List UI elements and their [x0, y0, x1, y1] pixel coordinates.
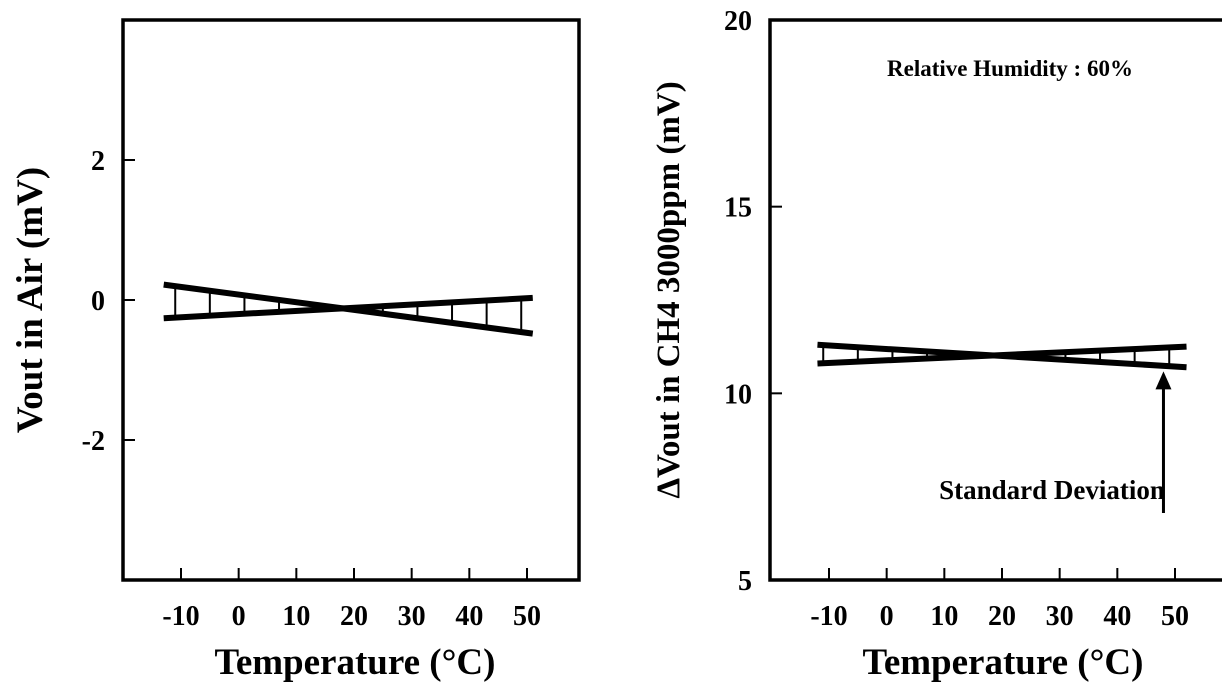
x-tick-label: 10	[930, 601, 958, 632]
x-tick-label: 20	[988, 601, 1016, 632]
x-tick-label: 50	[1161, 601, 1189, 632]
y-axis-label: ΔVout in CH4 3000ppm (mV)	[651, 81, 687, 498]
chart-vout-air: -10 0 10 20 30 40 50 -2 0 2 Temperature (°C) Vou…	[10, 18, 581, 683]
x-tick-label: 20	[340, 601, 368, 632]
y-tick-label: 5	[738, 566, 752, 597]
std-deviation-label: Standard Deviation	[939, 475, 1165, 505]
series-line-2	[163, 294, 533, 322]
y-tick-label: 0	[91, 286, 105, 317]
y-tick-label: 2	[91, 146, 105, 177]
y-tick-label: 20	[724, 6, 752, 37]
x-axis: -10 0 10 20 30 40 50	[810, 568, 1189, 632]
condition-annotation: Relative Humidity : 60%	[887, 56, 1133, 81]
y-tick-label: -2	[82, 426, 105, 457]
x-tick-label: 10	[282, 601, 310, 632]
chart-vout-ch4: -10 0 10 20 30 40 50 5 10 15 20 Relative Humidity…	[651, 6, 1222, 683]
series-lines	[163, 281, 534, 337]
series-lines	[817, 341, 1187, 371]
arrow-head	[1155, 371, 1172, 390]
y-axis-label: Vout in Air (mV)	[10, 167, 51, 433]
x-tick-label: 30	[1046, 601, 1074, 632]
plot-frame	[768, 18, 1222, 582]
x-tick-label: 0	[880, 601, 894, 632]
x-tick-label: 0	[232, 601, 246, 632]
x-axis-label: Temperature (°C)	[863, 642, 1144, 683]
x-tick-label: 40	[455, 601, 483, 632]
series-line-2	[817, 343, 1187, 367]
std-deviation-arrow	[1155, 371, 1172, 513]
x-tick-label: -10	[810, 601, 847, 632]
y-tick-label: 10	[724, 379, 752, 410]
x-axis-label: Temperature (°C)	[215, 642, 496, 683]
x-tick-label: -10	[162, 601, 199, 632]
y-tick-label: 15	[724, 193, 752, 224]
x-tick-label: 40	[1103, 601, 1131, 632]
y-axis: 5 10 15 20	[724, 6, 782, 597]
x-tick-label: 50	[513, 601, 541, 632]
x-tick-label: 30	[398, 601, 426, 632]
x-axis: -10 0 10 20 30 40 50	[162, 568, 541, 632]
y-axis: -2 0 2	[82, 146, 135, 457]
